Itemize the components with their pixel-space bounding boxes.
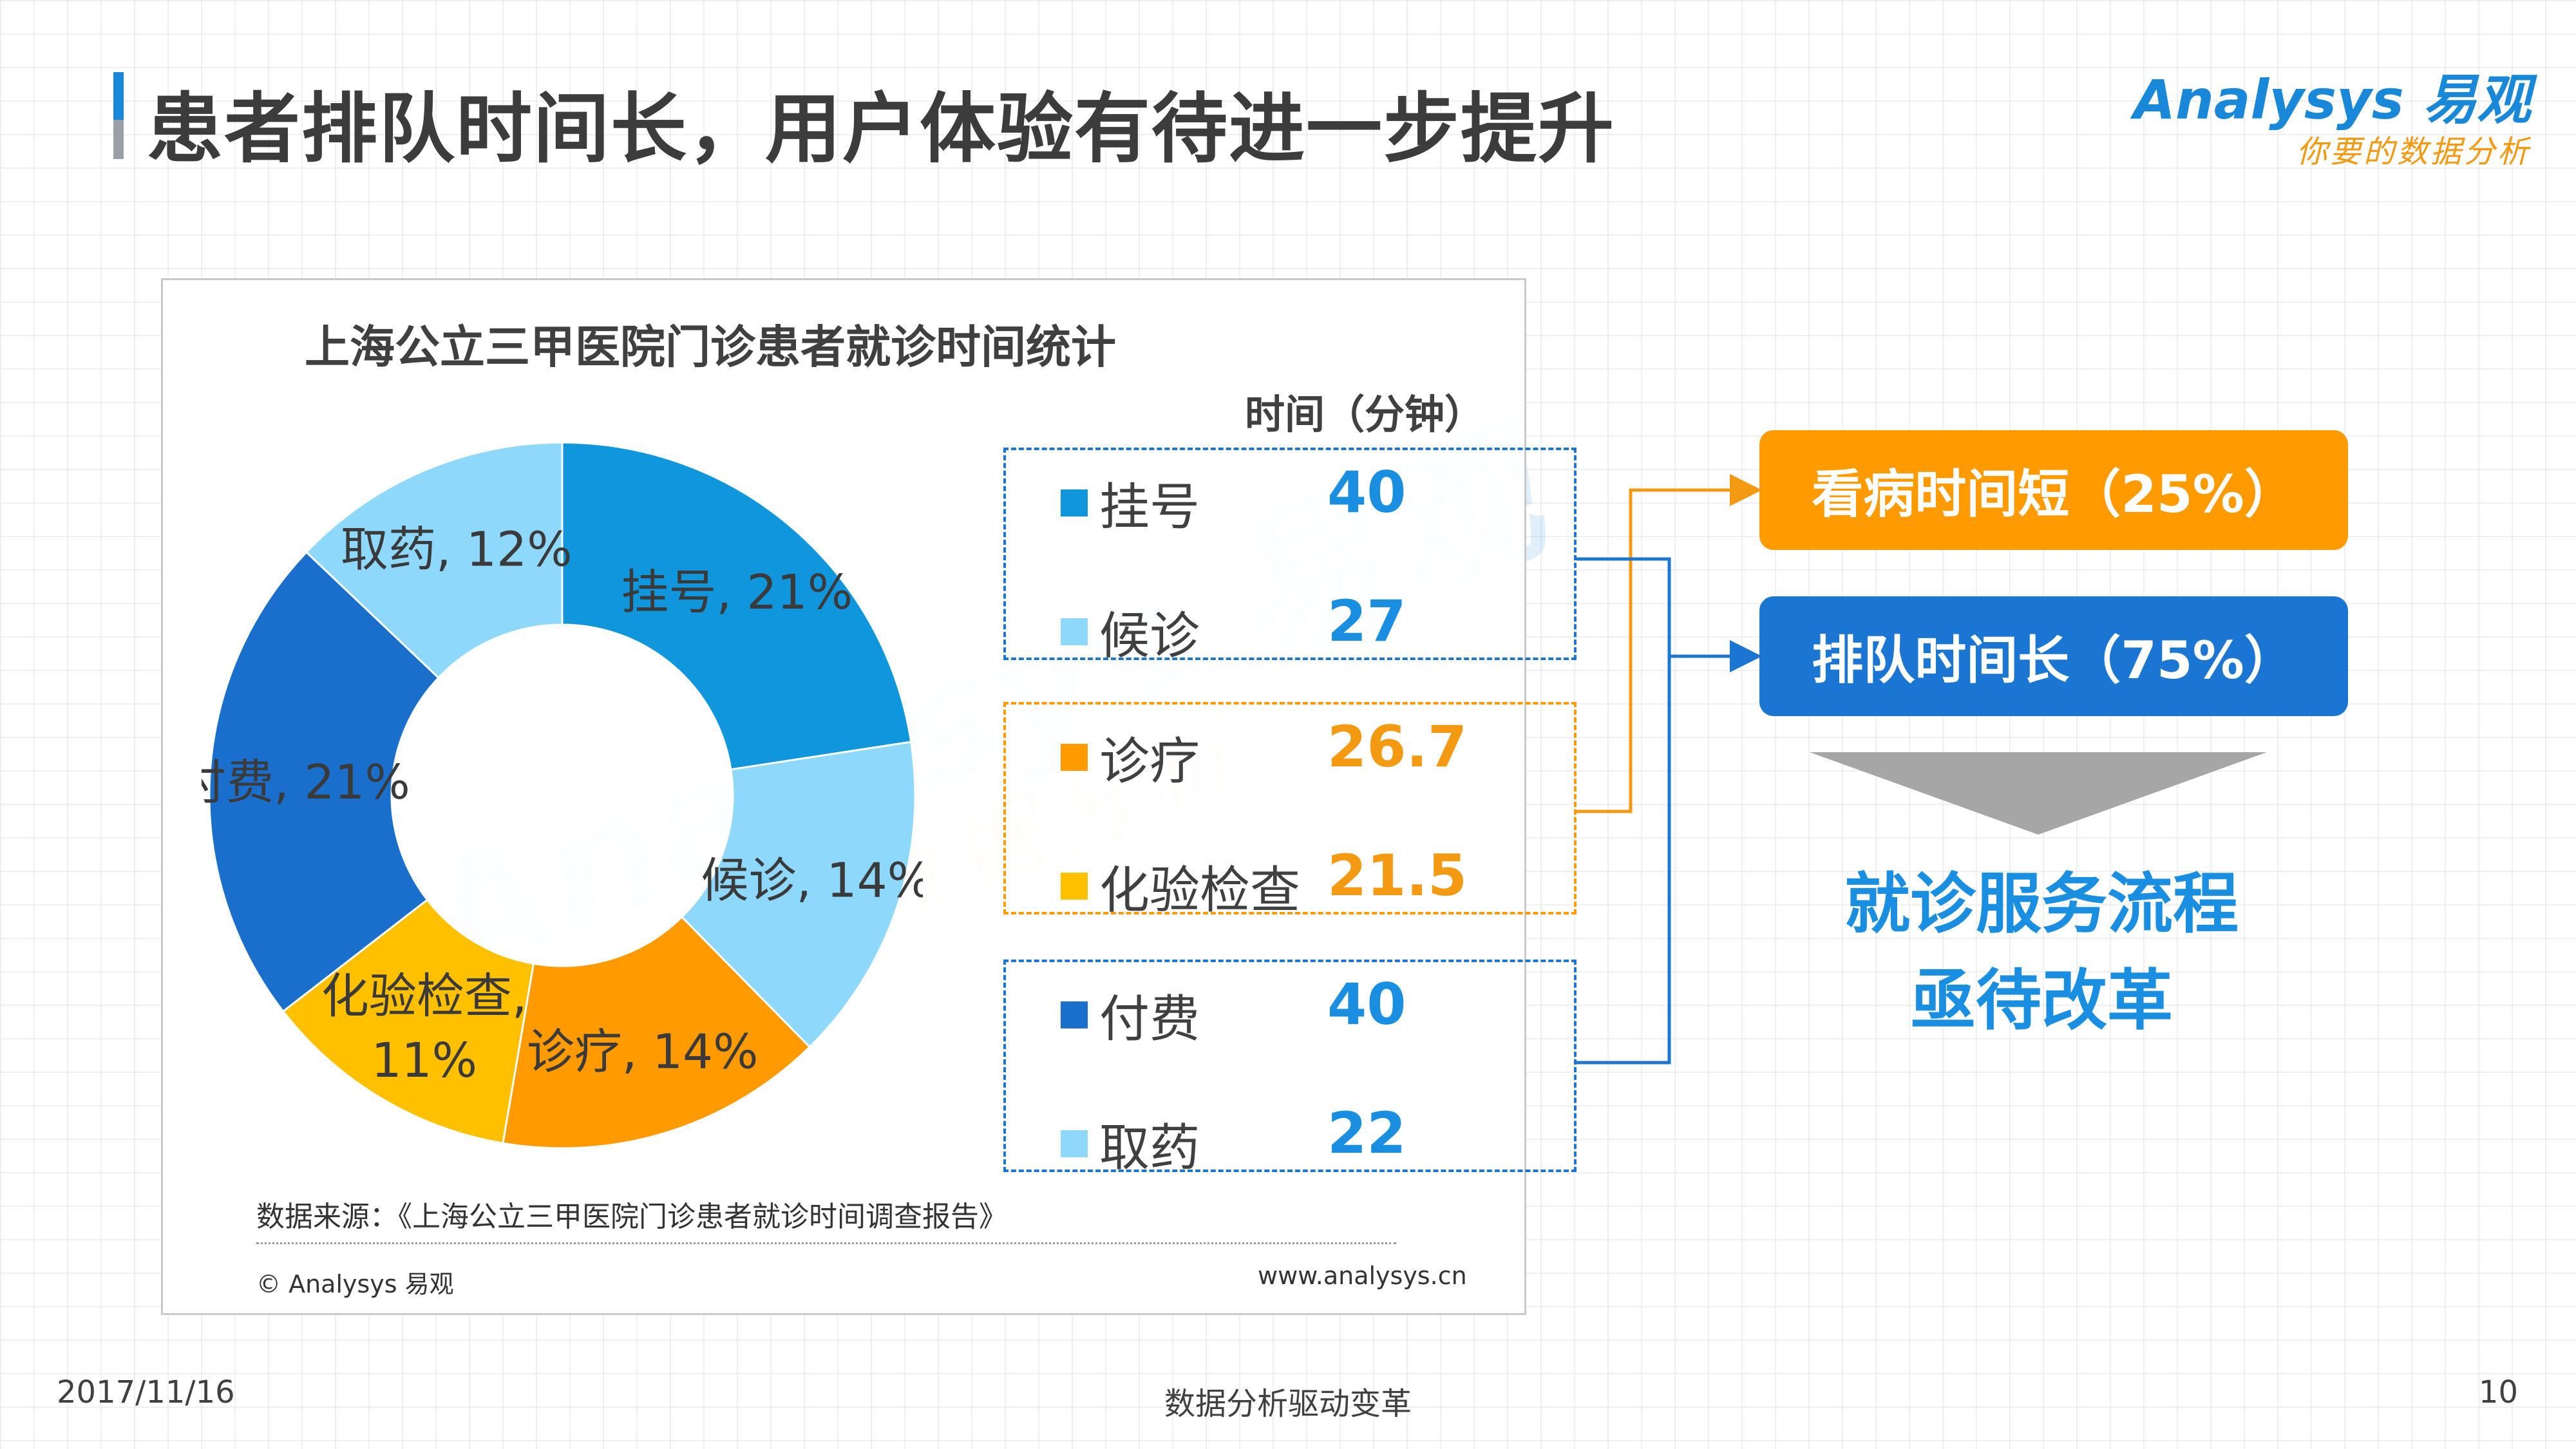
chart-title: 上海公立三甲医院门诊患者就诊时间统计 [305, 321, 1116, 374]
legend-group-2 [1003, 960, 1577, 1172]
conclusion-line-2: 亟待改革 [1910, 963, 2173, 1039]
legend-minutes-value: 27 [1327, 588, 1406, 654]
footer-tagline: 数据分析驱动变革 [1164, 1386, 1412, 1422]
donut-label-5: 取药, 12% [341, 522, 573, 577]
legend-minutes-value: 22 [1327, 1100, 1406, 1166]
legend-swatch [1061, 1001, 1088, 1028]
legend-item: 付费 [1061, 979, 1200, 1048]
donut-label-2: 诊疗, 14% [527, 1024, 759, 1079]
callout-short-visit: 看病时间短（25%） [1759, 430, 2348, 550]
down-arrow-shape [1810, 752, 2267, 835]
legend-swatch [1061, 744, 1088, 771]
callout-long-queue: 排队时间长（75%） [1759, 596, 2348, 716]
legend-minutes-value: 40 [1327, 971, 1406, 1037]
donut-slice-1 [680, 741, 916, 1048]
connector-orange [1577, 474, 1762, 813]
source-divider [256, 1242, 1396, 1244]
connector-blue-bottom [1577, 656, 1671, 1065]
legend-label: 诊疗 [1099, 733, 1200, 791]
donut-slice-3 [281, 898, 535, 1144]
conclusion-text: 就诊服务流程 亟待改革 [1739, 857, 2344, 1050]
legend-item: 挂号 [1061, 467, 1200, 536]
legend-swatch [1061, 618, 1088, 645]
legend-group-0 [1003, 448, 1577, 660]
donut-label-1: 候诊, 14% [701, 853, 923, 908]
unit-label: 时间（分钟） [1245, 391, 1485, 438]
legend-group-1 [1003, 702, 1577, 914]
donut-label-4: 付费, 21% [202, 755, 410, 810]
legend-item: 诊疗 [1061, 721, 1200, 791]
legend-swatch [1061, 873, 1088, 900]
legend-label: 化验检查 [1099, 862, 1301, 920]
legend-swatch [1061, 489, 1088, 516]
title-accent-bar [113, 72, 124, 159]
logo-slogan: 你要的数据分析 [2296, 134, 2531, 170]
website: www.analysys.cn [1258, 1262, 1467, 1290]
legend-label: 挂号 [1099, 478, 1200, 536]
donut-slice-0 [561, 441, 913, 771]
analysys-logo: Analysys 易观 你要的数据分析 [2134, 57, 2531, 170]
legend-minutes-value: 40 [1327, 459, 1406, 526]
source-text: 数据来源：《上海公立三甲医院门诊患者就诊时间调查报告》 [256, 1200, 1007, 1233]
connector-blue-top [1577, 557, 1671, 656]
donut-label-3: 化验检查, 11% [321, 969, 527, 1088]
legend-item: 化验检查 [1061, 850, 1300, 920]
legend-minutes-value: 21.5 [1327, 842, 1468, 909]
legend-minutes-value: 26.7 [1327, 714, 1468, 780]
page-title: 患者排队时间长，用户体验有待进一步提升 [147, 84, 1616, 173]
page-number: 10 [2478, 1374, 2518, 1410]
footer-date: 2017/11/16 [57, 1374, 235, 1410]
chart-panel: 上海公立三甲医院门诊患者就诊时间统计 时间（分钟） 挂号, 21% 候诊, 14%… [161, 278, 1577, 1315]
donut-chart: 挂号, 21% 候诊, 14% 诊疗, 14%化验检查, 11% 付费, 21% 取药, … [202, 441, 923, 1150]
legend-item: 取药 [1061, 1108, 1200, 1177]
logo-brand: Analysys 易观 [2133, 68, 2531, 131]
donut-slice-2 [502, 915, 811, 1150]
donut-slice-4 [208, 551, 440, 1013]
legend-label: 取药 [1099, 1119, 1200, 1177]
donut-slice-5 [305, 441, 564, 679]
legend-label: 候诊 [1099, 607, 1200, 665]
donut-label-0: 挂号, 21% [621, 565, 853, 620]
legend-swatch [1061, 1130, 1088, 1157]
copyright: © Analysys 易观 [256, 1270, 454, 1298]
legend-label: 付费 [1099, 990, 1200, 1048]
conclusion-line-1: 就诊服务流程 [1844, 866, 2239, 943]
legend-item: 候诊 [1061, 596, 1200, 665]
